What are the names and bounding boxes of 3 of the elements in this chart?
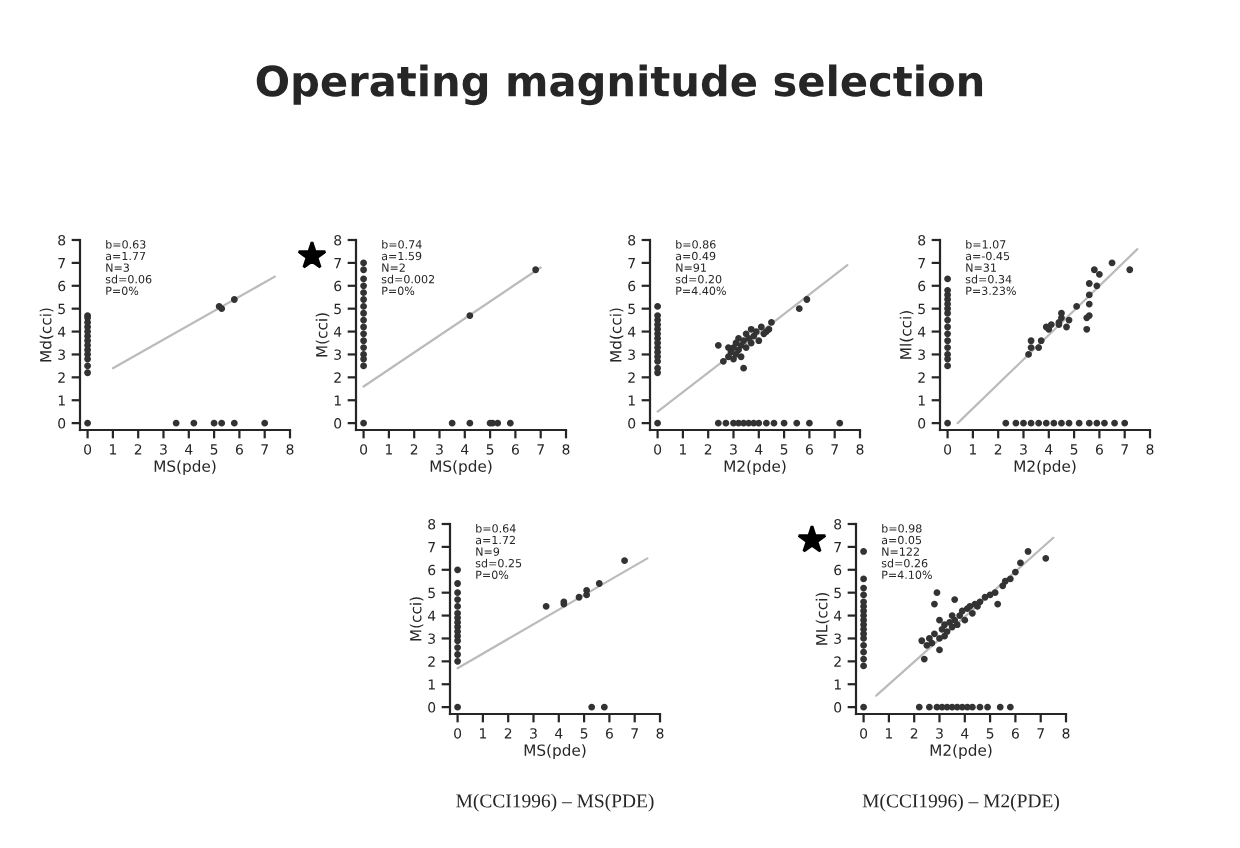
text: M(CCI1996) – M2(PDE)	[862, 793, 1059, 812]
text: Operating magnitude selection	[256, 64, 983, 106]
text: M(CCI1996) – MS(PDE)	[456, 793, 654, 812]
